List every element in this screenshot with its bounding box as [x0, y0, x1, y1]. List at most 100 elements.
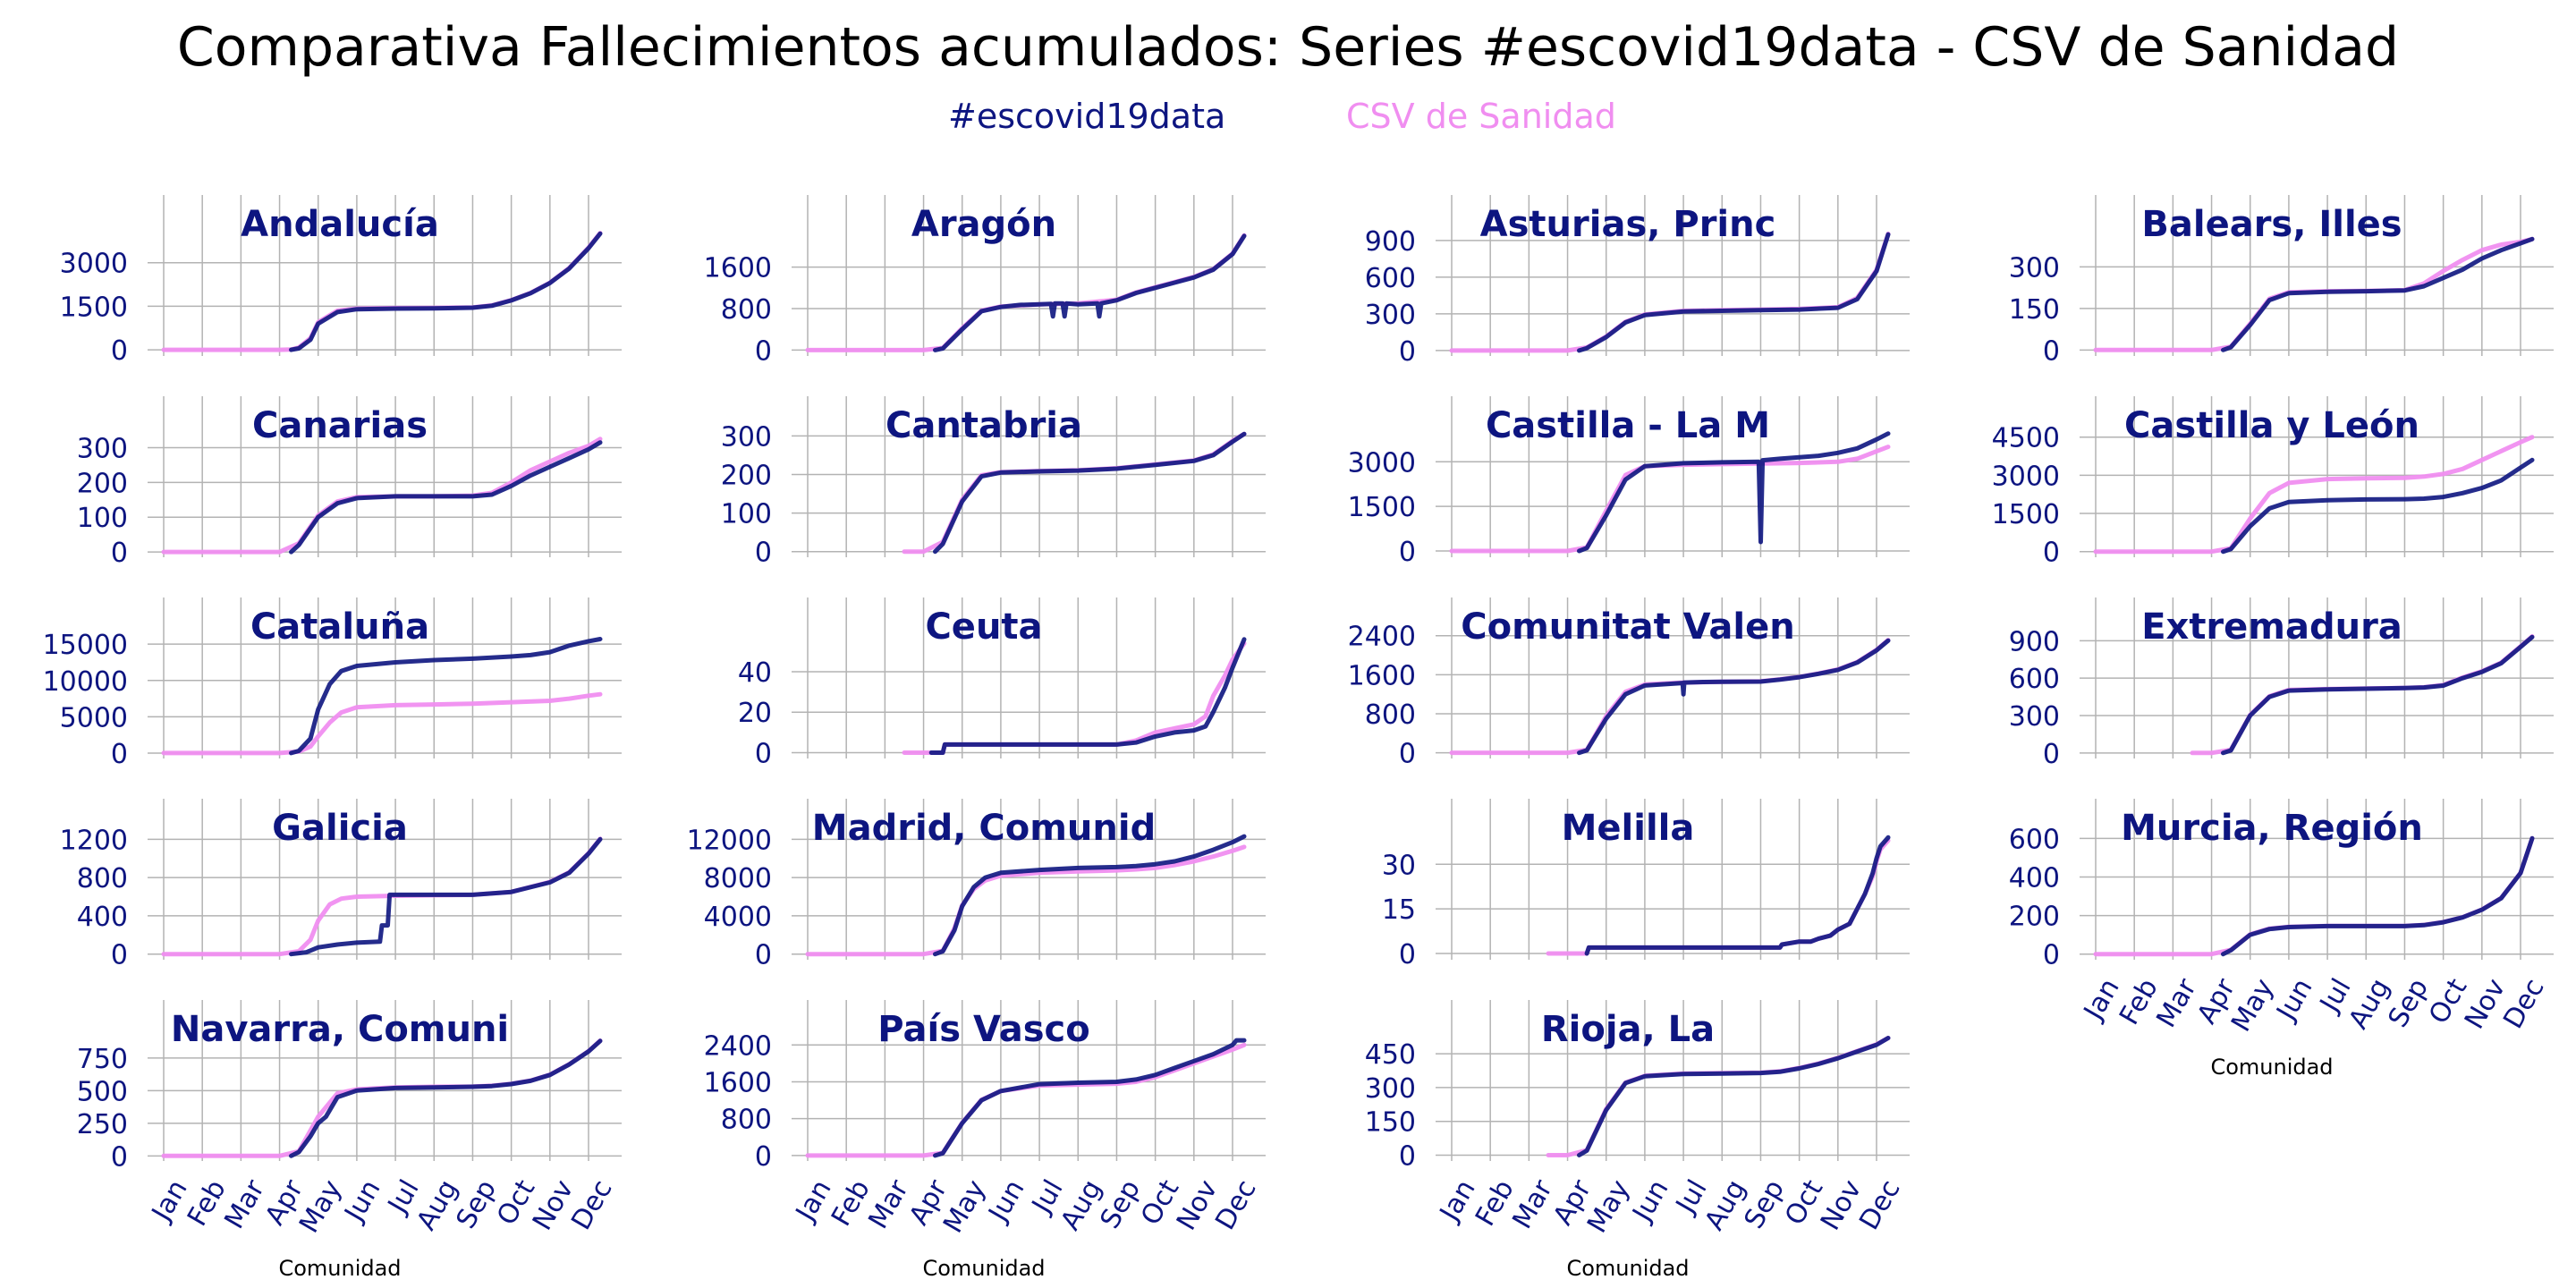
panel-title: País Vasco — [877, 1009, 1089, 1050]
y-tick-label: 0 — [2043, 940, 2060, 971]
x-tick-label: Sep — [2382, 973, 2435, 1032]
series-line-csv-sanidad — [1546, 1036, 1891, 1157]
y-tick-label: 0 — [2043, 335, 2060, 367]
x-tick-label: Dec — [1209, 1174, 1262, 1235]
panel-galicia: 0 400 800 1200 Galicia — [60, 799, 622, 971]
y-tick-label: 8000 — [704, 863, 772, 894]
x-tick-label: Nov — [527, 1174, 580, 1235]
panel-title: Murcia, Región — [2121, 808, 2423, 849]
series-line-escovid19data — [933, 233, 1247, 352]
panel-title: Navarra, Comuni — [171, 1009, 509, 1050]
y-tick-label: 3000 — [1348, 447, 1416, 479]
y-tick-label: 1500 — [60, 292, 128, 323]
x-tick-label: Mar — [218, 1174, 271, 1234]
panel-andaluc-a: 0 1500 3000 Andalucía — [60, 195, 622, 367]
y-tick-label: 0 — [111, 538, 128, 569]
y-tick-label: 2400 — [1348, 622, 1416, 653]
panel-title: Extremadura — [2141, 606, 2402, 648]
series-line-csv-sanidad — [805, 233, 1247, 352]
series-line-escovid19data — [2221, 457, 2535, 555]
panel-arag-n: 0 800 1600 Aragón — [704, 195, 1266, 367]
y-tick-label: 0 — [111, 739, 128, 770]
panel-title: Aragón — [911, 204, 1056, 245]
series-line-csv-sanidad — [1449, 231, 1891, 353]
x-tick-label: Jun — [982, 1174, 1031, 1228]
panel-castilla-la-m: 0 1500 3000 Castilla - La M — [1348, 396, 1910, 568]
x-tick-label: May — [937, 1174, 992, 1238]
series-line-escovid19data — [289, 1038, 603, 1158]
x-axis-label: Comunidad — [2210, 1055, 2333, 1080]
series-line-escovid19data — [289, 836, 603, 957]
x-tick-label: Aug — [1699, 1174, 1752, 1235]
y-tick-label: 0 — [1399, 336, 1416, 368]
y-tick-label: 200 — [77, 468, 128, 499]
y-tick-label: 1600 — [1348, 660, 1416, 691]
y-tick-label: 100 — [77, 503, 128, 534]
y-tick-label: 3000 — [60, 249, 128, 280]
x-tick-label: Dec — [1853, 1174, 1906, 1235]
y-tick-label: 400 — [2009, 862, 2060, 894]
y-tick-label: 600 — [2009, 824, 2060, 855]
x-tick-label: Nov — [2459, 973, 2512, 1034]
series-line-escovid19data — [1577, 638, 1891, 756]
y-tick-label: 15 — [1382, 894, 1416, 926]
panel-melilla: 0 15 30 Melilla — [1382, 799, 1910, 970]
x-tick-label: Dec — [2497, 973, 2550, 1034]
x-tick-label: May — [2225, 973, 2280, 1037]
panel-asturias-princ: 0 300 600 900 Asturias, Princ — [1365, 195, 1910, 368]
x-tick-label: Mar — [2150, 973, 2203, 1033]
y-tick-label: 20 — [738, 698, 772, 729]
y-tick-label: 600 — [1365, 263, 1416, 294]
x-tick-label: Jun — [1626, 1174, 1675, 1228]
panel-title: Castilla - La M — [1486, 405, 1770, 446]
y-tick-label: 300 — [77, 433, 128, 464]
y-tick-label: 150 — [2009, 294, 2060, 326]
panel-title: Balears, Illes — [2141, 204, 2402, 245]
y-tick-label: 0 — [111, 1141, 128, 1173]
y-tick-label: 200 — [721, 460, 772, 491]
series-line-csv-sanidad — [2190, 634, 2535, 756]
series-line-csv-sanidad — [902, 431, 1247, 555]
series-line-escovid19data — [2221, 236, 2535, 352]
x-tick-label: Sep — [1094, 1174, 1147, 1233]
series-line-csv-sanidad — [805, 1042, 1247, 1158]
y-tick-label: 100 — [721, 499, 772, 530]
panel-ceuta: 0 20 40 Ceuta — [738, 597, 1266, 769]
y-tick-label: 0 — [755, 738, 772, 769]
x-axis-label: Comunidad — [922, 1256, 1045, 1281]
y-tick-label: 800 — [1365, 699, 1416, 731]
x-tick-label: Jan — [789, 1174, 837, 1227]
panel-title: Cantabria — [886, 405, 1082, 446]
series-line-escovid19data — [289, 440, 603, 555]
x-axis-label: Comunidad — [278, 1256, 401, 1281]
y-tick-label: 5000 — [60, 702, 128, 733]
panel-madrid-comunid: 0 4000 8000 12000 Madrid, Comunid — [687, 799, 1266, 971]
x-tick-label: Aug — [411, 1174, 464, 1235]
y-tick-label: 800 — [77, 863, 128, 894]
y-tick-label: 500 — [77, 1076, 128, 1107]
y-tick-label: 0 — [2043, 739, 2060, 770]
y-tick-label: 0 — [1399, 939, 1416, 970]
y-tick-label: 800 — [721, 294, 772, 326]
x-tick-label: Sep — [450, 1174, 503, 1233]
panel-title: Asturias, Princ — [1480, 204, 1776, 245]
y-tick-label: 0 — [755, 940, 772, 971]
series-line-csv-sanidad — [1449, 638, 1891, 756]
panel-title: Melilla — [1562, 808, 1695, 849]
legend-escovid19data: #escovid19data — [948, 97, 1226, 136]
y-tick-label: 900 — [1365, 226, 1416, 258]
y-tick-label: 1500 — [1992, 499, 2060, 530]
x-tick-label: Mar — [1506, 1174, 1559, 1234]
x-tick-label: Nov — [1171, 1174, 1224, 1235]
y-tick-label: 0 — [1399, 1140, 1416, 1172]
y-tick-label: 900 — [2009, 626, 2060, 657]
x-axis-label: Comunidad — [1566, 1256, 1689, 1281]
y-tick-label: 0 — [755, 538, 772, 569]
y-tick-label: 250 — [77, 1109, 128, 1140]
series-line-csv-sanidad — [902, 640, 1247, 755]
series-line-escovid19data — [2221, 835, 2535, 957]
y-tick-label: 1500 — [1348, 492, 1416, 523]
